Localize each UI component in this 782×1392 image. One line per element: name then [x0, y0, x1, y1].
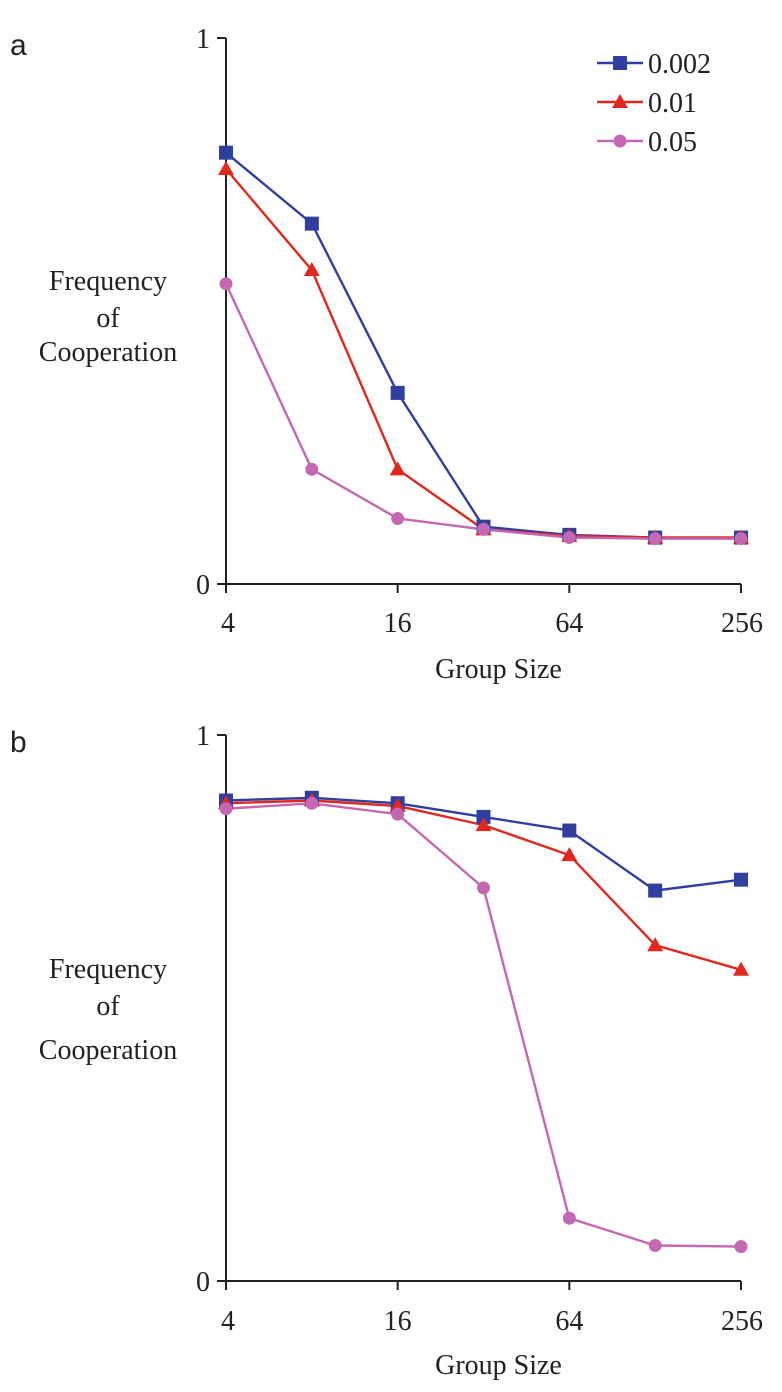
y-axis-title-line: Cooperation: [39, 337, 177, 368]
data-point-0.01: [389, 461, 406, 476]
data-point-0.01: [389, 797, 406, 812]
x-tick-label: 16: [384, 608, 412, 639]
y-axis-title-line: Frequency: [49, 266, 167, 297]
series-line-0.002: [225, 151, 741, 539]
data-point-0.05: [648, 1239, 662, 1253]
data-point-0.002: [219, 145, 233, 160]
y-axis-title-line: Frequency: [49, 954, 167, 985]
x-tick-label: 256: [721, 1306, 763, 1337]
panel-b: b 0 1 4 16 64 256 Group Size Frequency of Cooperat…: [10, 721, 763, 1381]
data-point-0.05: [734, 1240, 748, 1254]
y-tick-label: 1: [196, 24, 210, 55]
legend-label: 0.002: [648, 49, 711, 80]
y-axis-title-line: of: [96, 991, 120, 1022]
legend: 0.002 0.01 0.05: [597, 49, 711, 158]
data-point-0.01: [561, 847, 578, 862]
legend-marker-0.01: [612, 94, 628, 108]
series-line-0.05: [225, 802, 742, 1248]
legend-marker-0.002: [613, 56, 627, 70]
x-tick-label: 4: [221, 1306, 235, 1337]
x-tick-label: 64: [555, 1306, 583, 1337]
data-point-0.002: [476, 809, 491, 824]
data-point-0.05: [648, 532, 662, 546]
legend-label: 0.01: [648, 88, 697, 119]
data-point-0.002: [304, 216, 319, 231]
x-axis-title: Group Size: [435, 1350, 562, 1381]
y-axis-title-line: of: [96, 303, 120, 334]
legend-label: 0.05: [648, 127, 697, 158]
data-point-0.01: [218, 161, 234, 176]
y-axis-title-line: Cooperation: [39, 1035, 177, 1066]
panel-label: a: [10, 29, 27, 62]
data-point-0.05: [219, 802, 233, 816]
x-axis-title: Group Size: [435, 654, 562, 685]
series-line-0.01: [225, 168, 741, 539]
x-tick-label: 256: [721, 608, 763, 639]
data-point-0.05: [391, 511, 405, 525]
data-point-0.05: [734, 532, 748, 546]
data-point-0.01: [733, 961, 749, 976]
panel-a: a 0 1 4 16 64 256 Group Size Frequency ofCooperat…: [10, 24, 763, 685]
x-tick-label: 64: [555, 608, 583, 639]
y-tick-label: 1: [196, 721, 210, 752]
legend-marker-0.05: [613, 134, 627, 148]
data-point-0.002: [562, 823, 577, 838]
x-tick-label: 4: [221, 608, 235, 639]
data-point-0.002: [648, 883, 663, 898]
y-tick-label: 0: [196, 1267, 210, 1298]
data-point-0.01: [647, 937, 664, 952]
data-point-0.01: [303, 262, 320, 277]
data-point-0.05: [305, 462, 319, 476]
series-line-0.05: [224, 283, 741, 540]
data-point-0.05: [477, 881, 490, 895]
data-point-0.05: [477, 522, 490, 536]
data-point-0.05: [219, 277, 233, 291]
y-tick-label: 0: [196, 570, 210, 601]
data-point-0.05: [562, 531, 576, 545]
data-point-0.05: [391, 807, 405, 821]
data-point-0.05: [562, 1211, 576, 1225]
data-point-0.05: [305, 796, 319, 810]
data-point-0.002: [390, 385, 405, 400]
panel-label: b: [10, 726, 27, 759]
data-point-0.01: [475, 817, 492, 832]
data-point-0.002: [734, 872, 748, 887]
x-tick-label: 16: [384, 1306, 412, 1337]
